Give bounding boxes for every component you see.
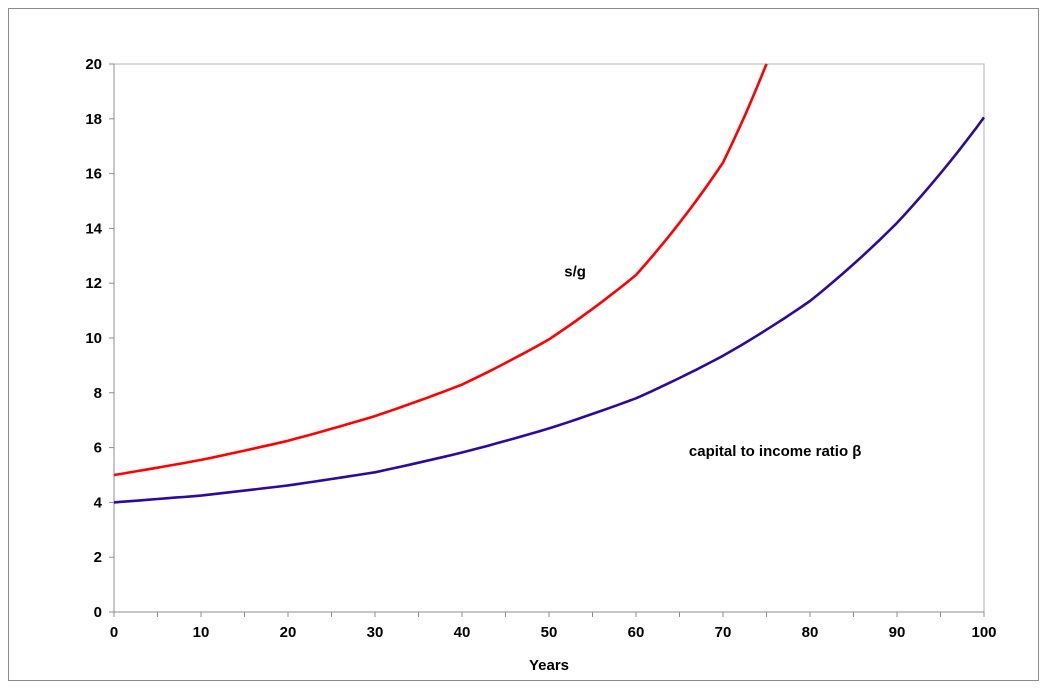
series-layer: [113, 63, 986, 504]
x-tick-label: 20: [280, 624, 297, 641]
x-tick-label: 40: [454, 624, 471, 641]
y-tick-label: 18: [85, 111, 102, 128]
x-axis-title: Years: [529, 657, 569, 674]
x-tick-label: 70: [715, 624, 732, 641]
chart-frame: [8, 8, 1039, 681]
y-tick-label: 10: [85, 330, 102, 347]
y-tick-label: 4: [94, 494, 103, 511]
x-tick-label: 30: [367, 624, 384, 641]
annotation-s-over-g: s/g: [564, 263, 586, 280]
x-tick-label: 80: [802, 624, 819, 641]
x-tick-label: 60: [628, 624, 645, 641]
series-line-s-over-g: [113, 63, 768, 477]
x-tick-label: 100: [971, 624, 996, 641]
x-tick-label: 0: [110, 624, 118, 641]
y-tick-label: 6: [94, 440, 102, 457]
annotation-capital-income-ratio: capital to income ratio β: [689, 443, 862, 460]
y-tick-label: 0: [94, 604, 102, 621]
y-tick-label: 8: [94, 385, 102, 402]
y-tick-label: 20: [85, 56, 102, 73]
x-tick-label: 50: [541, 624, 558, 641]
x-tick-label: 10: [193, 624, 210, 641]
x-tick-label: 90: [889, 624, 906, 641]
series-line-capital-income-ratio: [113, 116, 986, 504]
x-axis-ticks: 0 10 20 30 40 50 60 70 80 90 100: [110, 612, 997, 641]
y-tick-label: 16: [85, 166, 102, 183]
y-tick-label: 12: [85, 275, 102, 292]
y-tick-label: 14: [85, 220, 102, 237]
y-axis-ticks: 0 2 4 6 8 10 12 14 16 18 20: [85, 56, 114, 621]
y-tick-label: 2: [94, 549, 102, 566]
annotation-layer: s/g capital to income ratio β: [564, 263, 861, 459]
